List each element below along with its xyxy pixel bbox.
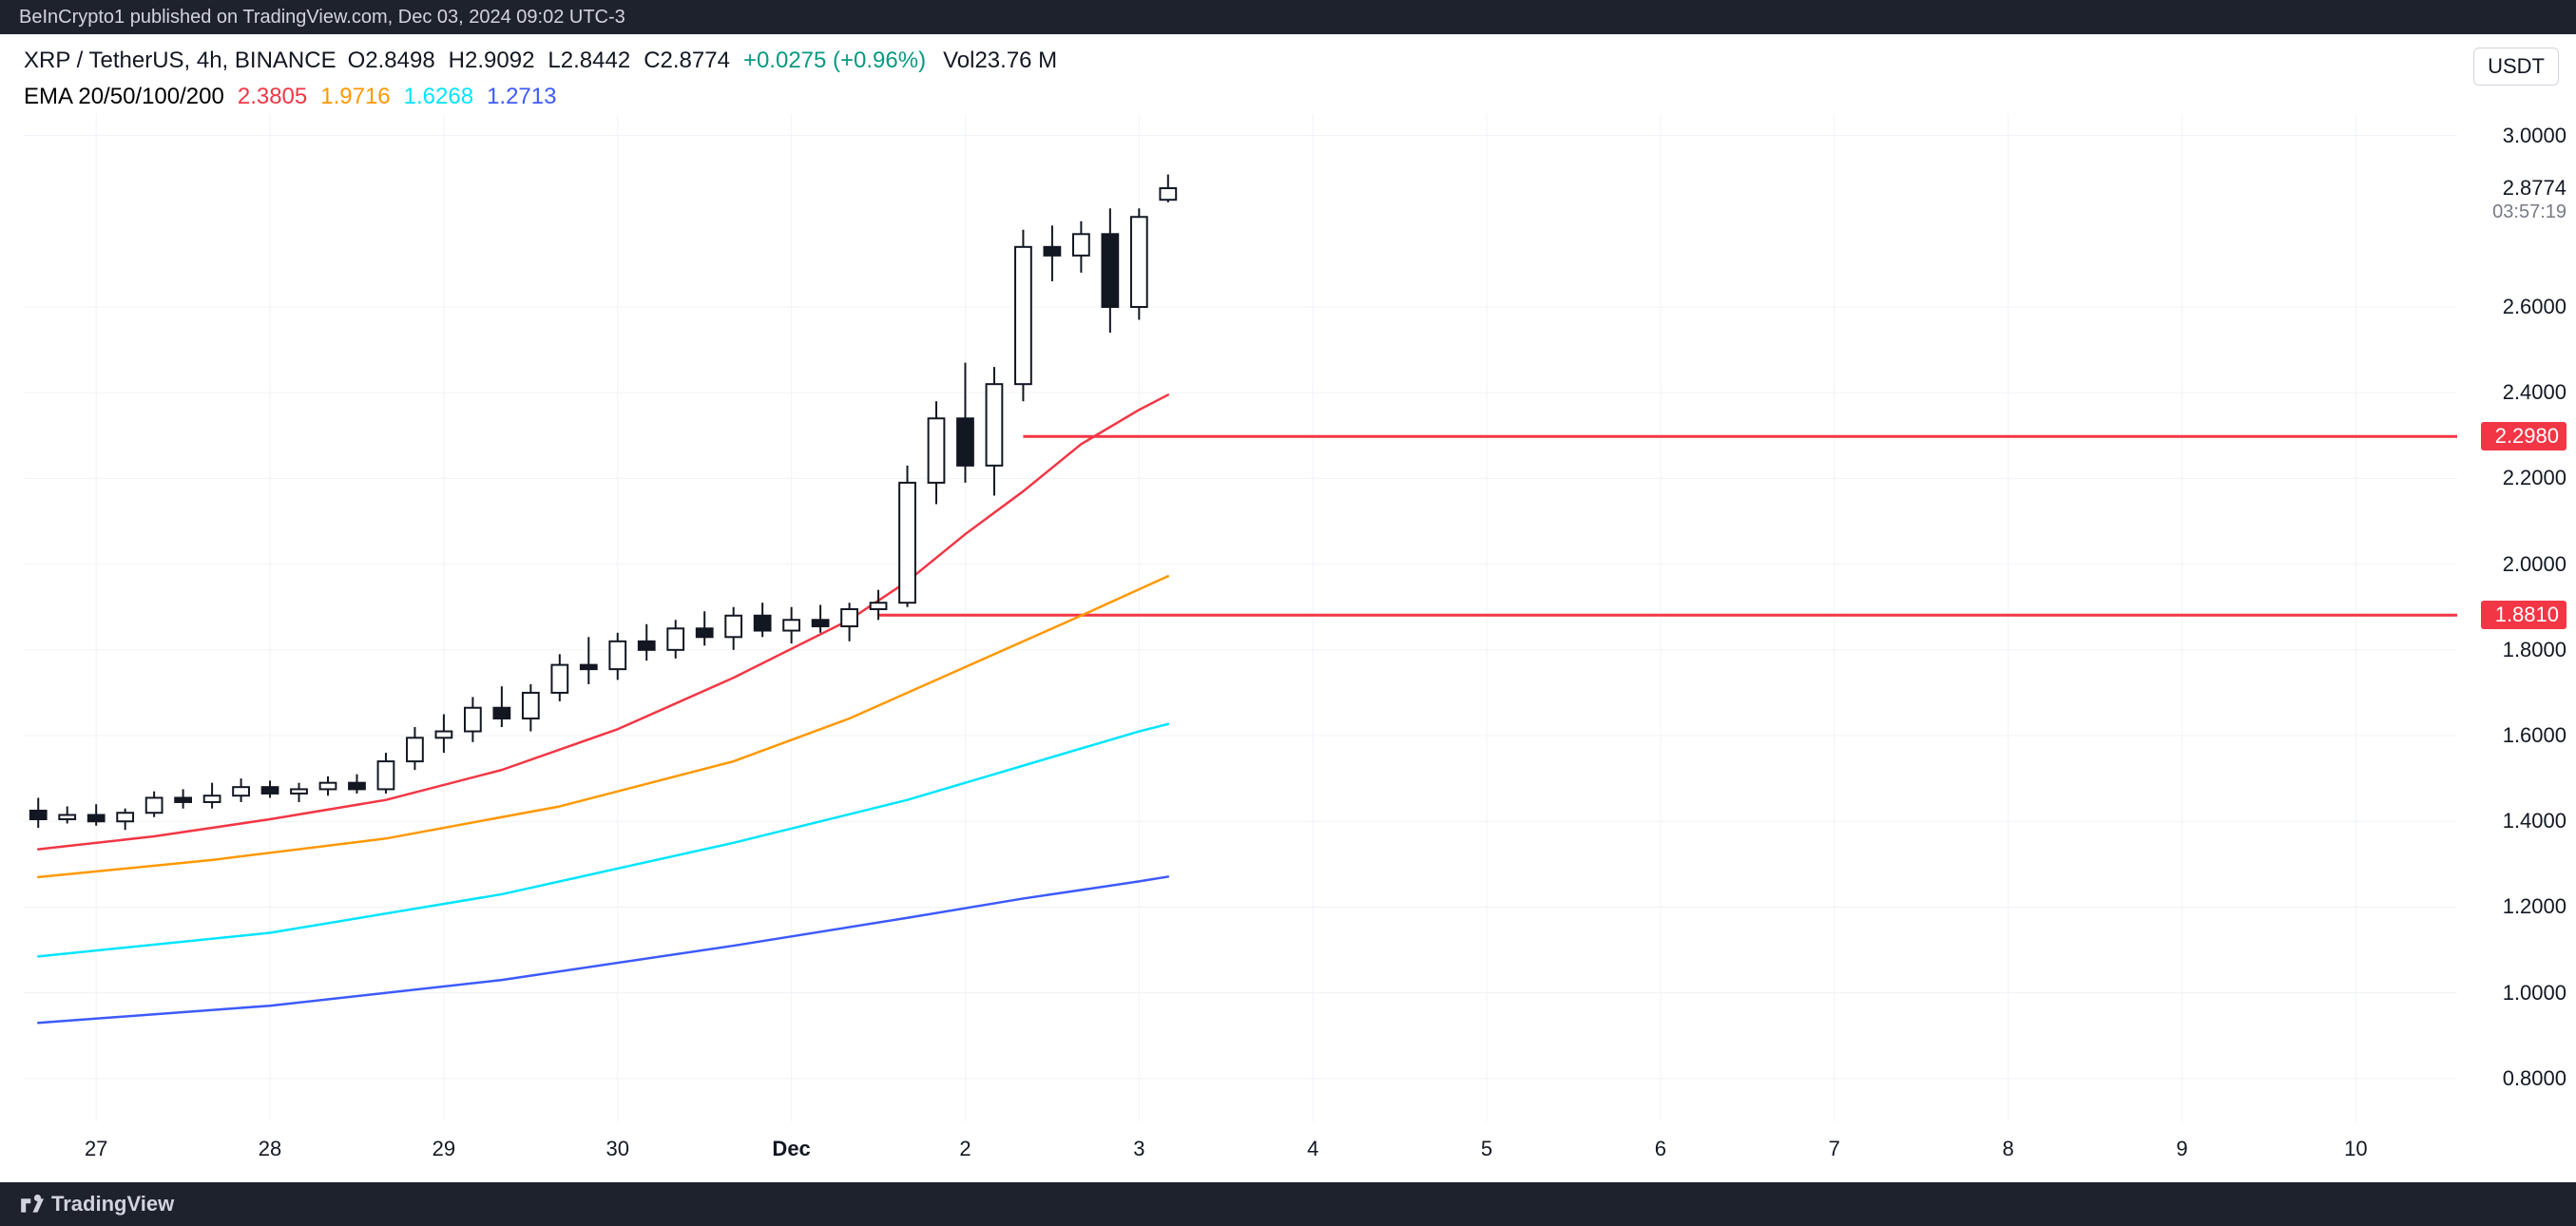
x-tick-label: 9	[2176, 1137, 2187, 1161]
y-tick-label: 1.0000	[2503, 981, 2566, 1006]
x-axis[interactable]: 27 28 29 30 Dec 2 3 4 5 6 7 8 9 10	[24, 1131, 2457, 1169]
y-tick-label: 1.6000	[2503, 723, 2566, 748]
x-tick-label: 29	[433, 1137, 455, 1161]
y-tick-label: 2.4000	[2503, 380, 2566, 405]
x-tick-label: 6	[1655, 1137, 1666, 1161]
footer-brand: TradingView	[51, 1192, 174, 1216]
low-value: L2.8442	[548, 48, 630, 74]
x-tick-label: 10	[2344, 1137, 2367, 1161]
ema-200-value: 1.2713	[487, 84, 556, 110]
ema-50-value: 1.9716	[320, 84, 390, 110]
ema-label: EMA 20/50/100/200	[24, 84, 224, 110]
publish-banner: BeInCrypto1 published on TradingView.com…	[0, 0, 2576, 34]
x-tick-label: 27	[85, 1137, 107, 1161]
symbol-info-row: XRP / TetherUS, 4h, BINANCE O2.8498 H2.9…	[24, 48, 1057, 74]
price-chart[interactable]	[24, 114, 2457, 1121]
y-tick-label: 2.2000	[2503, 466, 2566, 490]
y-tick-label: 1.4000	[2503, 809, 2566, 833]
ema-20-value: 2.3805	[238, 84, 307, 110]
tradingview-logo[interactable]: TradingView	[19, 1192, 174, 1216]
x-tick-label: Dec	[772, 1137, 810, 1161]
tradingview-icon	[19, 1192, 44, 1216]
change-value: +0.0275 (+0.96%)	[743, 48, 926, 74]
x-tick-label: 7	[1829, 1137, 1840, 1161]
x-tick-label: 30	[606, 1137, 629, 1161]
symbol-label[interactable]: XRP / TetherUS, 4h, BINANCE	[24, 48, 336, 74]
x-tick-label: 4	[1307, 1137, 1318, 1161]
volume-value: Vol23.76 M	[943, 48, 1057, 74]
current-price-label: 2.8774	[2503, 176, 2566, 201]
y-tick-label: 2.6000	[2503, 295, 2566, 319]
x-tick-label: 2	[959, 1137, 971, 1161]
ohlc-group: O2.8498 H2.9092 L2.8442 C2.8774 +0.0275 …	[348, 48, 926, 74]
y-tick-label: 1.2000	[2503, 894, 2566, 919]
y-tick-label: 1.8000	[2503, 638, 2566, 662]
x-tick-label: 8	[2002, 1137, 2013, 1161]
footer-bar: TradingView	[0, 1182, 2576, 1226]
quote-currency-badge[interactable]: USDT	[2473, 48, 2559, 86]
y-tick-label: 2.0000	[2503, 552, 2566, 577]
ema-legend: EMA 20/50/100/200 2.3805 1.9716 1.6268 1…	[24, 84, 556, 110]
hline-price-badge: 2.2980	[2481, 422, 2566, 450]
y-tick-label: 3.0000	[2503, 124, 2566, 148]
hline-price-badge: 1.8810	[2481, 601, 2566, 629]
banner-text: BeInCrypto1 published on TradingView.com…	[19, 7, 625, 28]
close-value: C2.8774	[644, 48, 730, 74]
x-tick-label: 3	[1133, 1137, 1144, 1161]
x-tick-label: 28	[259, 1137, 281, 1161]
y-axis[interactable]: 0.8000 1.0000 1.2000 1.4000 1.6000 1.8000 2.00…	[2462, 114, 2566, 1121]
open-value: O2.8498	[348, 48, 435, 74]
ema-100-value: 1.6268	[404, 84, 473, 110]
y-tick-label: 0.8000	[2503, 1066, 2566, 1091]
bar-countdown: 03:57:19	[2492, 201, 2566, 223]
x-tick-label: 5	[1481, 1137, 1492, 1161]
high-value: H2.9092	[449, 48, 535, 74]
